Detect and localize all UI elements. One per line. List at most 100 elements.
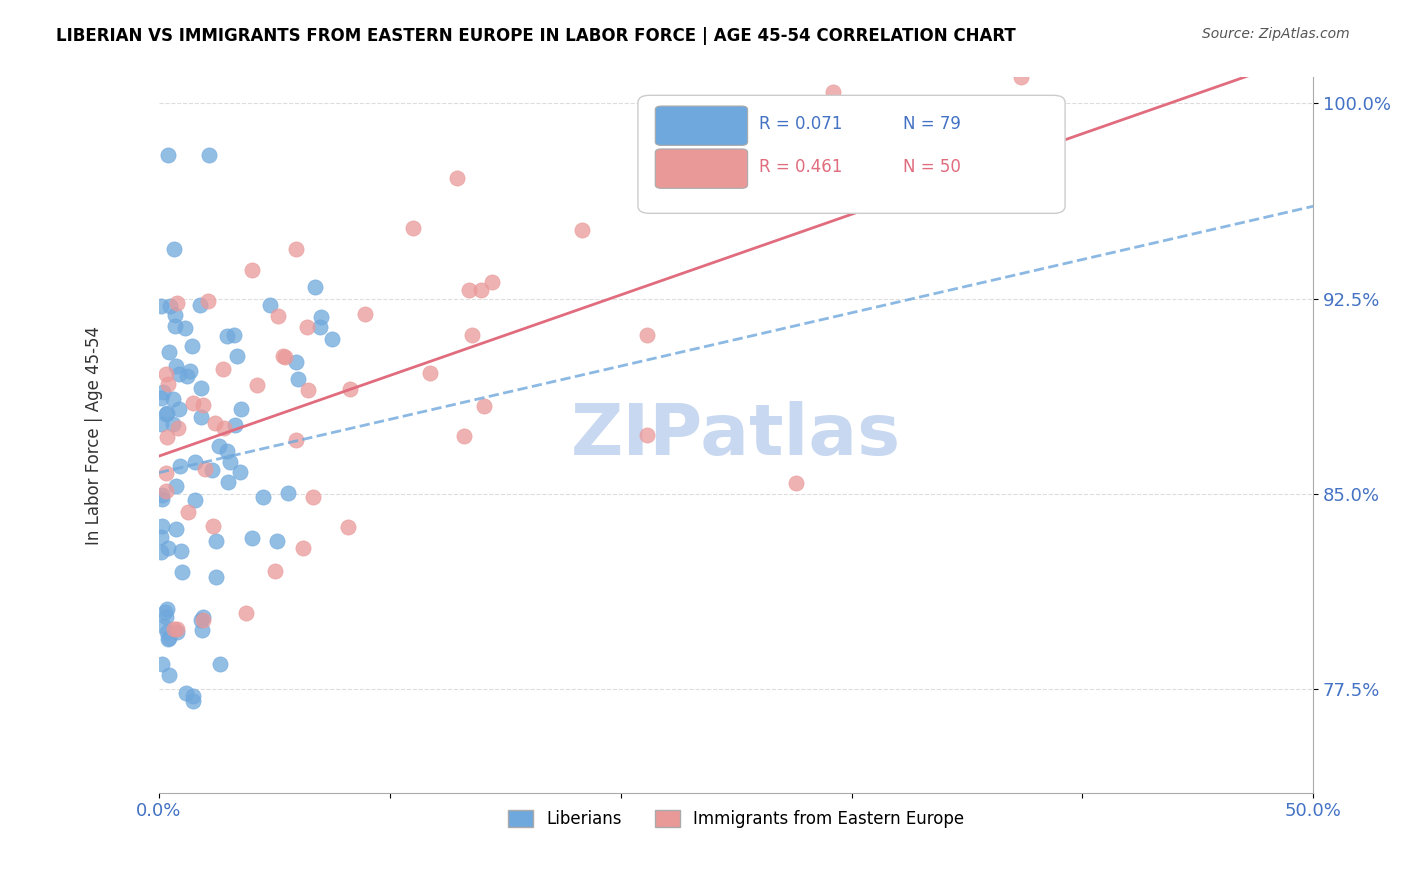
Point [176,369,198,384]
Point [150,299,173,313]
Point [184,455,207,469]
FancyBboxPatch shape [638,95,1066,213]
Point [152,619,174,633]
Point [156,601,179,615]
Point [190,613,212,627]
Point [163,622,186,636]
Point [481,276,503,290]
Point [156,625,179,640]
FancyBboxPatch shape [655,106,748,145]
Point [208,657,231,671]
Point [163,308,186,322]
Point [152,384,174,399]
Point [157,668,180,682]
FancyBboxPatch shape [655,149,748,188]
Point [188,298,211,312]
Point [156,376,179,391]
Point [240,263,263,277]
Point [266,533,288,548]
Point [156,406,179,420]
Point [636,427,658,442]
Point [246,377,269,392]
Point [179,364,201,378]
Point [218,455,240,469]
Point [169,459,191,474]
Point [339,382,361,396]
Point [191,613,214,627]
Point [155,610,177,624]
Point [167,402,190,417]
Point [157,345,180,359]
Point [162,417,184,431]
Point [453,429,475,443]
Point [155,407,177,421]
Point [1010,70,1032,85]
Point [165,479,187,493]
Y-axis label: In Labor Force | Age 45-54: In Labor Force | Age 45-54 [86,326,103,544]
Point [274,350,297,364]
Point [292,541,315,555]
Point [194,462,217,476]
Point [150,545,173,559]
Point [181,339,204,353]
Point [231,402,253,417]
Point [309,310,332,325]
Point [201,463,224,477]
Point [157,541,180,555]
Point [163,319,186,334]
Point [217,475,239,489]
Point [152,492,174,507]
Text: Source: ZipAtlas.com: Source: ZipAtlas.com [1202,27,1350,41]
Point [208,439,231,453]
Point [159,300,181,314]
Point [271,349,294,363]
Point [457,283,479,297]
Point [184,493,207,508]
Point [191,623,214,637]
Point [181,694,204,708]
Point [170,565,193,579]
Point [165,522,187,536]
Point [150,530,173,544]
Point [152,488,174,502]
Point [169,543,191,558]
Point [176,505,198,519]
Point [163,242,186,256]
Text: R = 0.071: R = 0.071 [759,115,842,133]
Text: N = 79: N = 79 [904,115,962,133]
Point [166,421,188,435]
Point [460,328,482,343]
Point [285,355,308,369]
Point [153,605,176,619]
Point [285,434,308,448]
Point [321,332,343,346]
Point [267,309,290,323]
Point [821,85,844,99]
Point [309,320,332,334]
Point [297,319,319,334]
Point [472,399,495,413]
Point [169,368,191,382]
Point [204,417,226,431]
Point [211,362,233,376]
Point [150,657,173,672]
Point [785,475,807,490]
Point [224,418,246,433]
Point [401,221,423,235]
Point [229,465,252,479]
Point [354,307,377,321]
Point [162,392,184,406]
Point [263,564,285,578]
Point [150,519,173,533]
Point [174,686,197,700]
Point [174,320,197,334]
Text: ZIPatlas: ZIPatlas [571,401,901,469]
Point [240,531,263,545]
Point [217,328,239,343]
Point [166,624,188,639]
Point [190,410,212,425]
Point [197,294,219,309]
Point [636,327,658,342]
Point [157,631,180,645]
Point [277,486,299,500]
